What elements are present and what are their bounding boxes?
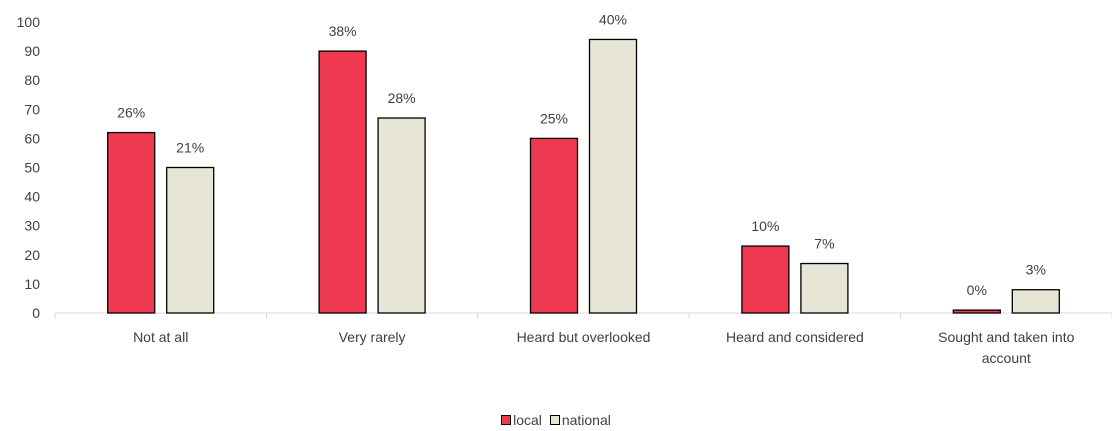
y-tick-label: 30	[24, 218, 40, 234]
bar-national	[377, 117, 426, 314]
bar-national	[1011, 289, 1060, 314]
data-label-national: 3%	[1026, 262, 1046, 278]
bar-national	[800, 262, 849, 314]
x-category-label: Sought and taken into account	[938, 329, 1074, 366]
x-category-label-line: Heard but overlooked	[517, 329, 651, 345]
x-category-label-line: account	[982, 350, 1031, 366]
legend-swatch-national	[549, 415, 560, 425]
x-category-label-line: Sought and taken into	[938, 329, 1074, 345]
bar-local	[952, 309, 1001, 314]
y-tick-label: 20	[24, 247, 40, 263]
x-category-label: Not at all	[133, 329, 188, 345]
x-category-label-line: Very rarely	[339, 329, 406, 345]
data-label-national: 40%	[599, 11, 627, 27]
bar-national	[166, 166, 215, 314]
legend-label-local: local	[513, 412, 542, 428]
bar-local	[318, 50, 367, 314]
x-category-label-line: Heard and considered	[726, 329, 864, 345]
legend-item-local: local	[501, 412, 542, 428]
y-tick-label: 80	[24, 72, 40, 88]
y-tick-label: 40	[24, 189, 40, 205]
legend-item-national: national	[549, 412, 611, 428]
legend: local national	[0, 412, 1112, 428]
x-category-label: Heard and considered	[726, 329, 864, 345]
y-tick-label: 0	[32, 305, 40, 321]
legend-label-national: national	[561, 412, 611, 428]
data-label-local: 38%	[329, 23, 357, 39]
y-tick-label: 50	[24, 160, 40, 176]
y-tick-label: 10	[24, 276, 40, 292]
data-label-local: 26%	[117, 105, 145, 121]
x-category-label: Very rarely	[339, 329, 406, 345]
y-tick-label: 70	[24, 101, 40, 117]
y-tick-label: 100	[17, 14, 41, 30]
bar-local	[529, 137, 579, 314]
x-category-label: Heard but overlooked	[517, 329, 651, 345]
data-label-national: 7%	[814, 236, 834, 252]
data-label-local: 25%	[540, 110, 568, 126]
bar-local	[741, 245, 790, 314]
data-label-local: 10%	[751, 218, 779, 234]
data-label-local: 0%	[967, 282, 987, 298]
legend-swatch-local	[501, 415, 512, 425]
bar-chart: 0 10 20 30 40 50 60 70 80 90 100 26% 21% Not at all 38…	[17, 11, 1112, 366]
bar-local	[107, 131, 156, 314]
bar-national	[588, 38, 638, 314]
x-category-label-line: Not at all	[133, 329, 188, 345]
data-label-national: 28%	[388, 90, 416, 106]
y-tick-label: 60	[24, 130, 40, 146]
y-tick-label: 90	[24, 43, 40, 59]
data-label-national: 21%	[176, 140, 204, 156]
